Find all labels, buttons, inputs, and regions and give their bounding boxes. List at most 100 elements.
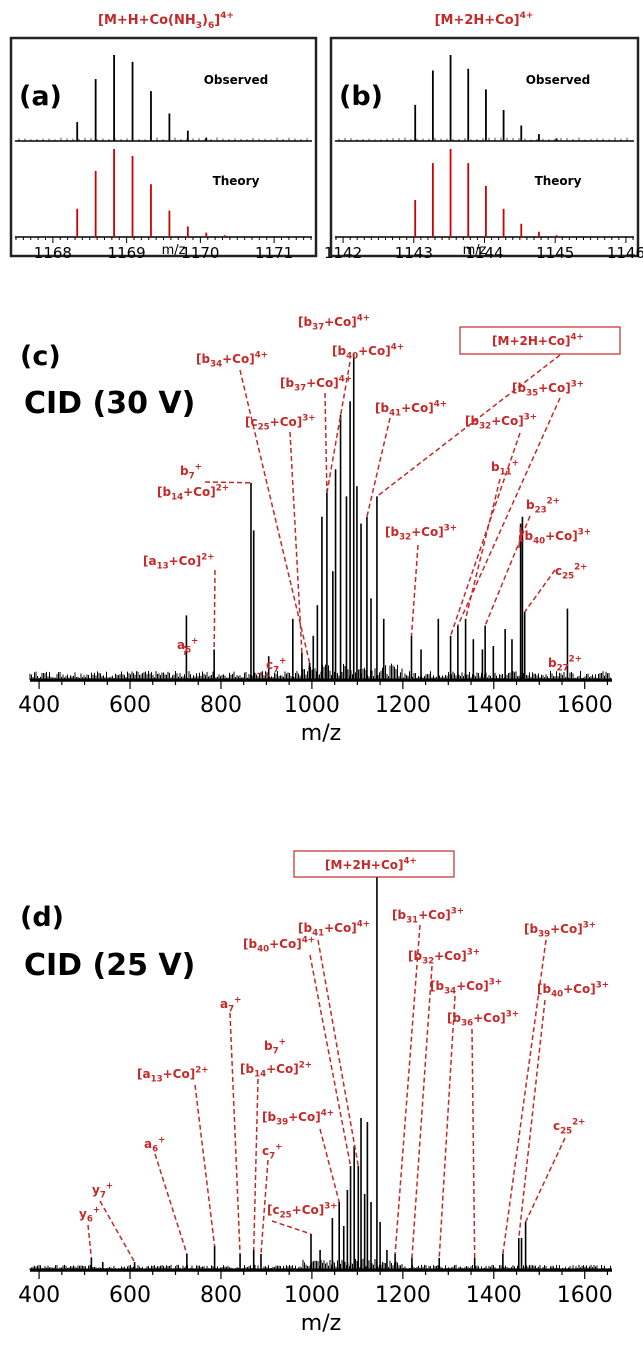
label-part: c	[250, 415, 257, 429]
label-part: ]	[210, 485, 215, 499]
panel-title: [M+2H+Co]4+	[435, 11, 534, 28]
tick-label: 1169	[108, 244, 146, 262]
label-part: 13	[157, 562, 169, 572]
leader-line	[410, 544, 419, 636]
peak-label: [b40+Co]3+	[537, 981, 609, 1000]
leader-line	[484, 515, 531, 626]
tick-label: 1200	[375, 1283, 431, 1308]
label-part: Co	[483, 1011, 500, 1025]
label-part: 7	[269, 1152, 275, 1162]
label-part: 41	[312, 929, 324, 939]
label-part: 7	[228, 1005, 234, 1015]
label-part: Co	[444, 949, 461, 963]
label-part: +	[288, 1110, 298, 1124]
label-part: [	[267, 1203, 272, 1217]
leader-line	[411, 965, 433, 1259]
peak-label: a6+	[177, 637, 198, 656]
title-part: 3	[196, 21, 202, 31]
charge-superscript: +	[512, 459, 519, 469]
peak-label: [b39+Co]3+	[524, 921, 596, 940]
charge-superscript: 2+	[216, 484, 229, 494]
charge-superscript: +	[93, 1206, 100, 1216]
leader-line	[229, 1012, 241, 1255]
label-part: Co	[298, 1110, 315, 1124]
panel-frame	[329, 36, 640, 258]
leader-line	[154, 1153, 188, 1255]
boxed-label: [M+2H+Co]4+	[325, 857, 417, 872]
label-part: b	[517, 381, 526, 395]
tick-label: 800	[200, 1283, 242, 1308]
peak-label: a6+	[144, 1136, 165, 1155]
label-part: 27	[557, 664, 569, 674]
peak-label: [b35+Co]3+	[512, 380, 584, 399]
label-part: 14	[254, 1070, 266, 1080]
highlight-box	[293, 850, 455, 878]
label-part: +	[418, 908, 428, 922]
tick-label: 1600	[557, 1283, 613, 1308]
label-part: 7	[273, 666, 279, 676]
label-part: [	[430, 979, 435, 993]
peak-label: [b31+Co]3+	[392, 907, 464, 926]
label-part: ]	[518, 414, 523, 428]
label-part: +	[169, 554, 179, 568]
label-part: y	[79, 1207, 87, 1221]
label-part: 34	[444, 987, 456, 997]
charge-superscript: +	[106, 1182, 113, 1192]
leader-line	[99, 1200, 136, 1263]
panel-letter: (c)	[20, 341, 61, 372]
tick-label: 600	[109, 1283, 151, 1308]
peak-label: c252+	[555, 563, 587, 582]
label-part: H	[528, 334, 538, 348]
label-part: 14	[171, 493, 183, 503]
axis-label: m/z	[301, 721, 341, 746]
title-part: [M+2H+Co]	[435, 13, 520, 28]
label-part: [	[524, 922, 529, 936]
label-part: Co	[428, 908, 445, 922]
label-part: 39	[276, 1118, 288, 1128]
label-part: 31	[406, 916, 418, 926]
peak-label: [a13+Co]2+	[143, 553, 214, 572]
peak-label: [b37+Co]4+	[280, 375, 352, 394]
label-part: Co	[560, 922, 577, 936]
label-part: 40	[551, 990, 563, 1000]
label-part: [	[332, 344, 337, 358]
tick-label: 400	[18, 693, 60, 718]
peak-label: b7+	[180, 463, 202, 482]
label-part: +	[222, 352, 232, 366]
charge-superscript: 3+	[571, 380, 584, 390]
charge-superscript: 3+	[444, 524, 457, 534]
charge-superscript: +	[158, 1136, 165, 1146]
label-part: b	[245, 1062, 254, 1076]
label-part: 35	[526, 389, 538, 399]
label-part: 40	[533, 537, 545, 547]
series-label-theory: Theory	[213, 174, 260, 188]
label-part: ]	[398, 858, 403, 872]
label-part: 7	[273, 1047, 279, 1057]
leader-line	[457, 397, 561, 626]
label-part: b	[390, 525, 399, 539]
label-part: Co	[279, 937, 296, 951]
peak-label: [b40+Co]4+	[243, 936, 315, 955]
label-part: 13	[151, 1075, 163, 1085]
label-part: [	[465, 414, 470, 428]
peak-label: [b40+Co]3+	[519, 528, 591, 547]
highlight-box	[459, 326, 621, 355]
title-part: ]	[214, 13, 220, 28]
peak-label: [b41+Co]4+	[375, 400, 447, 419]
peak-label: [b32+Co]3+	[465, 413, 537, 432]
label-part: b	[529, 922, 538, 936]
label-part: +	[538, 381, 548, 395]
label-part: 7	[100, 1191, 106, 1201]
tick-label: 400	[18, 1283, 60, 1308]
label-part: ]	[333, 376, 338, 390]
spectrum-title: CID (30 V)	[24, 386, 195, 421]
label-part: Co	[173, 1067, 190, 1081]
charge-superscript: 3+	[596, 981, 609, 991]
charge-superscript: 4+	[357, 314, 370, 324]
label-part: +	[563, 982, 573, 996]
label-part: b	[435, 979, 444, 993]
label-part: ]	[438, 525, 443, 539]
label-part: b	[413, 949, 422, 963]
label-part: +	[324, 921, 334, 935]
label-part: ]	[315, 1110, 320, 1124]
